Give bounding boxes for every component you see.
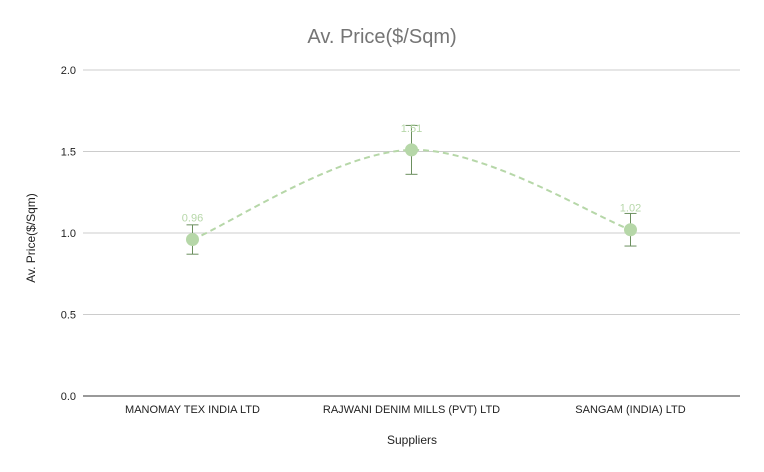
data-points [186,143,637,247]
x-axis-label: Suppliers [387,433,437,447]
data-label: 0.96 [182,213,203,225]
x-tick-label: SANGAM (INDIA) LTD [575,404,685,416]
y-axis-ticks: 0.0 0.5 1.0 1.5 2.0 [61,65,76,403]
data-labels: 0.96 1.51 1.02 [182,123,641,225]
series-line [192,148,631,241]
data-point [186,233,199,247]
y-tick-label: 0.0 [61,391,76,403]
data-label: 1.02 [620,203,641,215]
y-tick-label: 2.0 [61,65,76,77]
x-axis-ticks: MANOMAY TEX INDIA LTD RAJWANI DENIM MILLS… [125,404,686,416]
data-point [624,223,637,237]
y-axis-label: Av. Price($/Sqm) [24,193,38,283]
gridlines [83,69,740,315]
y-tick-label: 0.5 [61,310,76,322]
y-tick-label: 1.0 [61,228,76,240]
y-tick-label: 1.5 [61,147,76,159]
data-point [405,143,418,157]
x-tick-label: MANOMAY TEX INDIA LTD [125,404,260,416]
chart-title: Av. Price($/Sqm) [307,26,456,48]
data-label: 1.51 [401,123,422,135]
x-tick-label: RAJWANI DENIM MILLS (PVT) LTD [323,404,500,416]
